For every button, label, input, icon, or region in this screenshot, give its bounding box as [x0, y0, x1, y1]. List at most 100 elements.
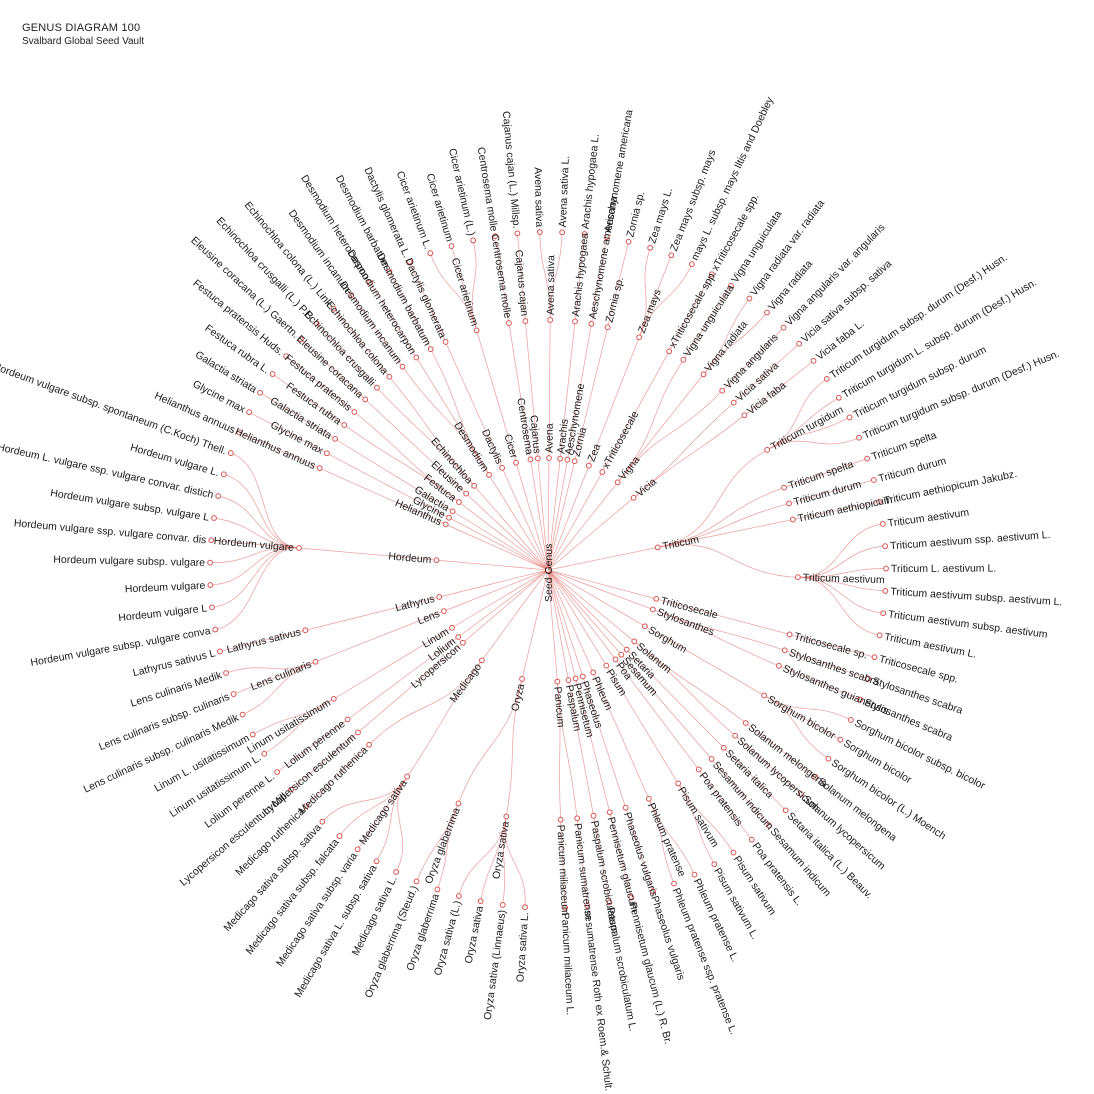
accession-link	[723, 747, 786, 811]
accession-node	[650, 888, 656, 895]
species-link	[601, 351, 670, 473]
genus-node	[590, 669, 597, 676]
species-label: Triticum turgidum	[769, 404, 846, 453]
genus-link	[448, 517, 549, 571]
accession-node	[522, 904, 528, 911]
species-link	[298, 547, 437, 561]
genus-label: Lens	[416, 608, 442, 628]
species-node	[732, 732, 739, 739]
genus-label: Avena	[544, 423, 556, 453]
diagram-title: GENUS DIAGRAM 100	[22, 22, 141, 34]
accession-link	[389, 271, 432, 350]
species-link	[557, 681, 578, 819]
accession-label: Sesamum indicum	[768, 826, 834, 899]
accession-node	[211, 515, 217, 521]
accession-label: Triticum aestivum	[887, 507, 970, 530]
genus-link	[443, 569, 549, 612]
accession-node	[848, 717, 854, 723]
species-link	[476, 330, 517, 463]
genus-link	[452, 510, 549, 571]
accession-link	[322, 776, 408, 822]
accession-node	[261, 750, 268, 757]
species-label: Panicum miliaceum	[554, 824, 571, 916]
species-link	[376, 387, 475, 487]
species-node	[302, 627, 309, 634]
accession-label: Hordeum L. vulgare ssp. vulgare convar. …	[0, 441, 215, 501]
accession-link	[395, 776, 408, 873]
accession-link	[264, 698, 334, 755]
accession-node	[336, 833, 343, 839]
accession-link	[733, 343, 800, 403]
accession-link	[539, 232, 551, 321]
species-node	[296, 545, 302, 551]
accession-link	[260, 392, 336, 440]
species-node	[588, 320, 595, 327]
accession-link	[625, 807, 654, 892]
genus-node	[557, 455, 563, 462]
accession-node	[330, 305, 337, 312]
accession-link	[215, 547, 300, 630]
species-link	[657, 503, 790, 548]
species-link	[606, 665, 679, 784]
accession-node	[303, 803, 310, 810]
accession-node	[208, 537, 215, 544]
species-label: Lens culinaris	[249, 658, 313, 693]
genus-node	[585, 462, 592, 469]
accession-label: Hordeum vulgare ssp. vulgare convar. dis	[13, 517, 206, 546]
accession-node	[812, 773, 819, 780]
accession-node	[766, 822, 773, 829]
species-label: Avena sativa	[545, 255, 558, 315]
accession-link	[767, 397, 840, 451]
genus-link	[547, 569, 584, 677]
species-link	[588, 337, 640, 466]
accession-link	[300, 339, 366, 400]
accession-link	[549, 232, 563, 321]
genus-node	[446, 514, 452, 521]
accession-link	[698, 769, 753, 840]
accession-node	[837, 736, 844, 743]
species-node	[362, 396, 369, 403]
accession-link	[218, 495, 300, 549]
species-label: Arachis hypogaea	[570, 232, 591, 317]
accession-link	[703, 312, 768, 375]
species-node	[473, 327, 480, 334]
accession-node	[835, 394, 842, 401]
accession-node	[782, 807, 789, 814]
accession-node	[688, 261, 695, 268]
genus-node	[463, 490, 470, 497]
accession-node	[215, 493, 222, 499]
species-node	[366, 741, 373, 748]
genus-node	[459, 639, 466, 646]
species-node	[764, 446, 771, 453]
genus-label: Hordeum	[388, 550, 432, 566]
genus-node	[449, 624, 455, 631]
accession-node	[269, 371, 276, 377]
species-link	[445, 341, 503, 468]
genus-label: Panicum	[551, 686, 566, 728]
species-link	[406, 660, 483, 777]
accession-node	[581, 231, 588, 237]
species-node	[386, 373, 393, 380]
species-link	[458, 678, 523, 804]
species-node	[547, 317, 554, 323]
accession-link	[276, 719, 348, 773]
genus-node	[614, 479, 621, 486]
accession-label: Lens culinaris subsp. culinaris	[97, 691, 231, 753]
accession-link	[242, 661, 316, 715]
species-node	[636, 334, 643, 341]
species-link	[634, 641, 746, 724]
species-link	[357, 642, 464, 733]
accession-link	[721, 327, 784, 391]
genus-link	[547, 461, 576, 571]
accession-label: Triticum L. aestivum L.	[891, 563, 996, 575]
accession-node	[606, 899, 613, 906]
species-node	[557, 816, 564, 823]
species-node	[355, 729, 361, 736]
genus-node	[571, 458, 578, 465]
accession-node	[249, 731, 256, 738]
genus-link	[530, 459, 549, 571]
species-node	[789, 516, 796, 523]
accession-link	[219, 629, 306, 652]
accession-link	[792, 501, 880, 520]
species-node	[781, 484, 787, 491]
